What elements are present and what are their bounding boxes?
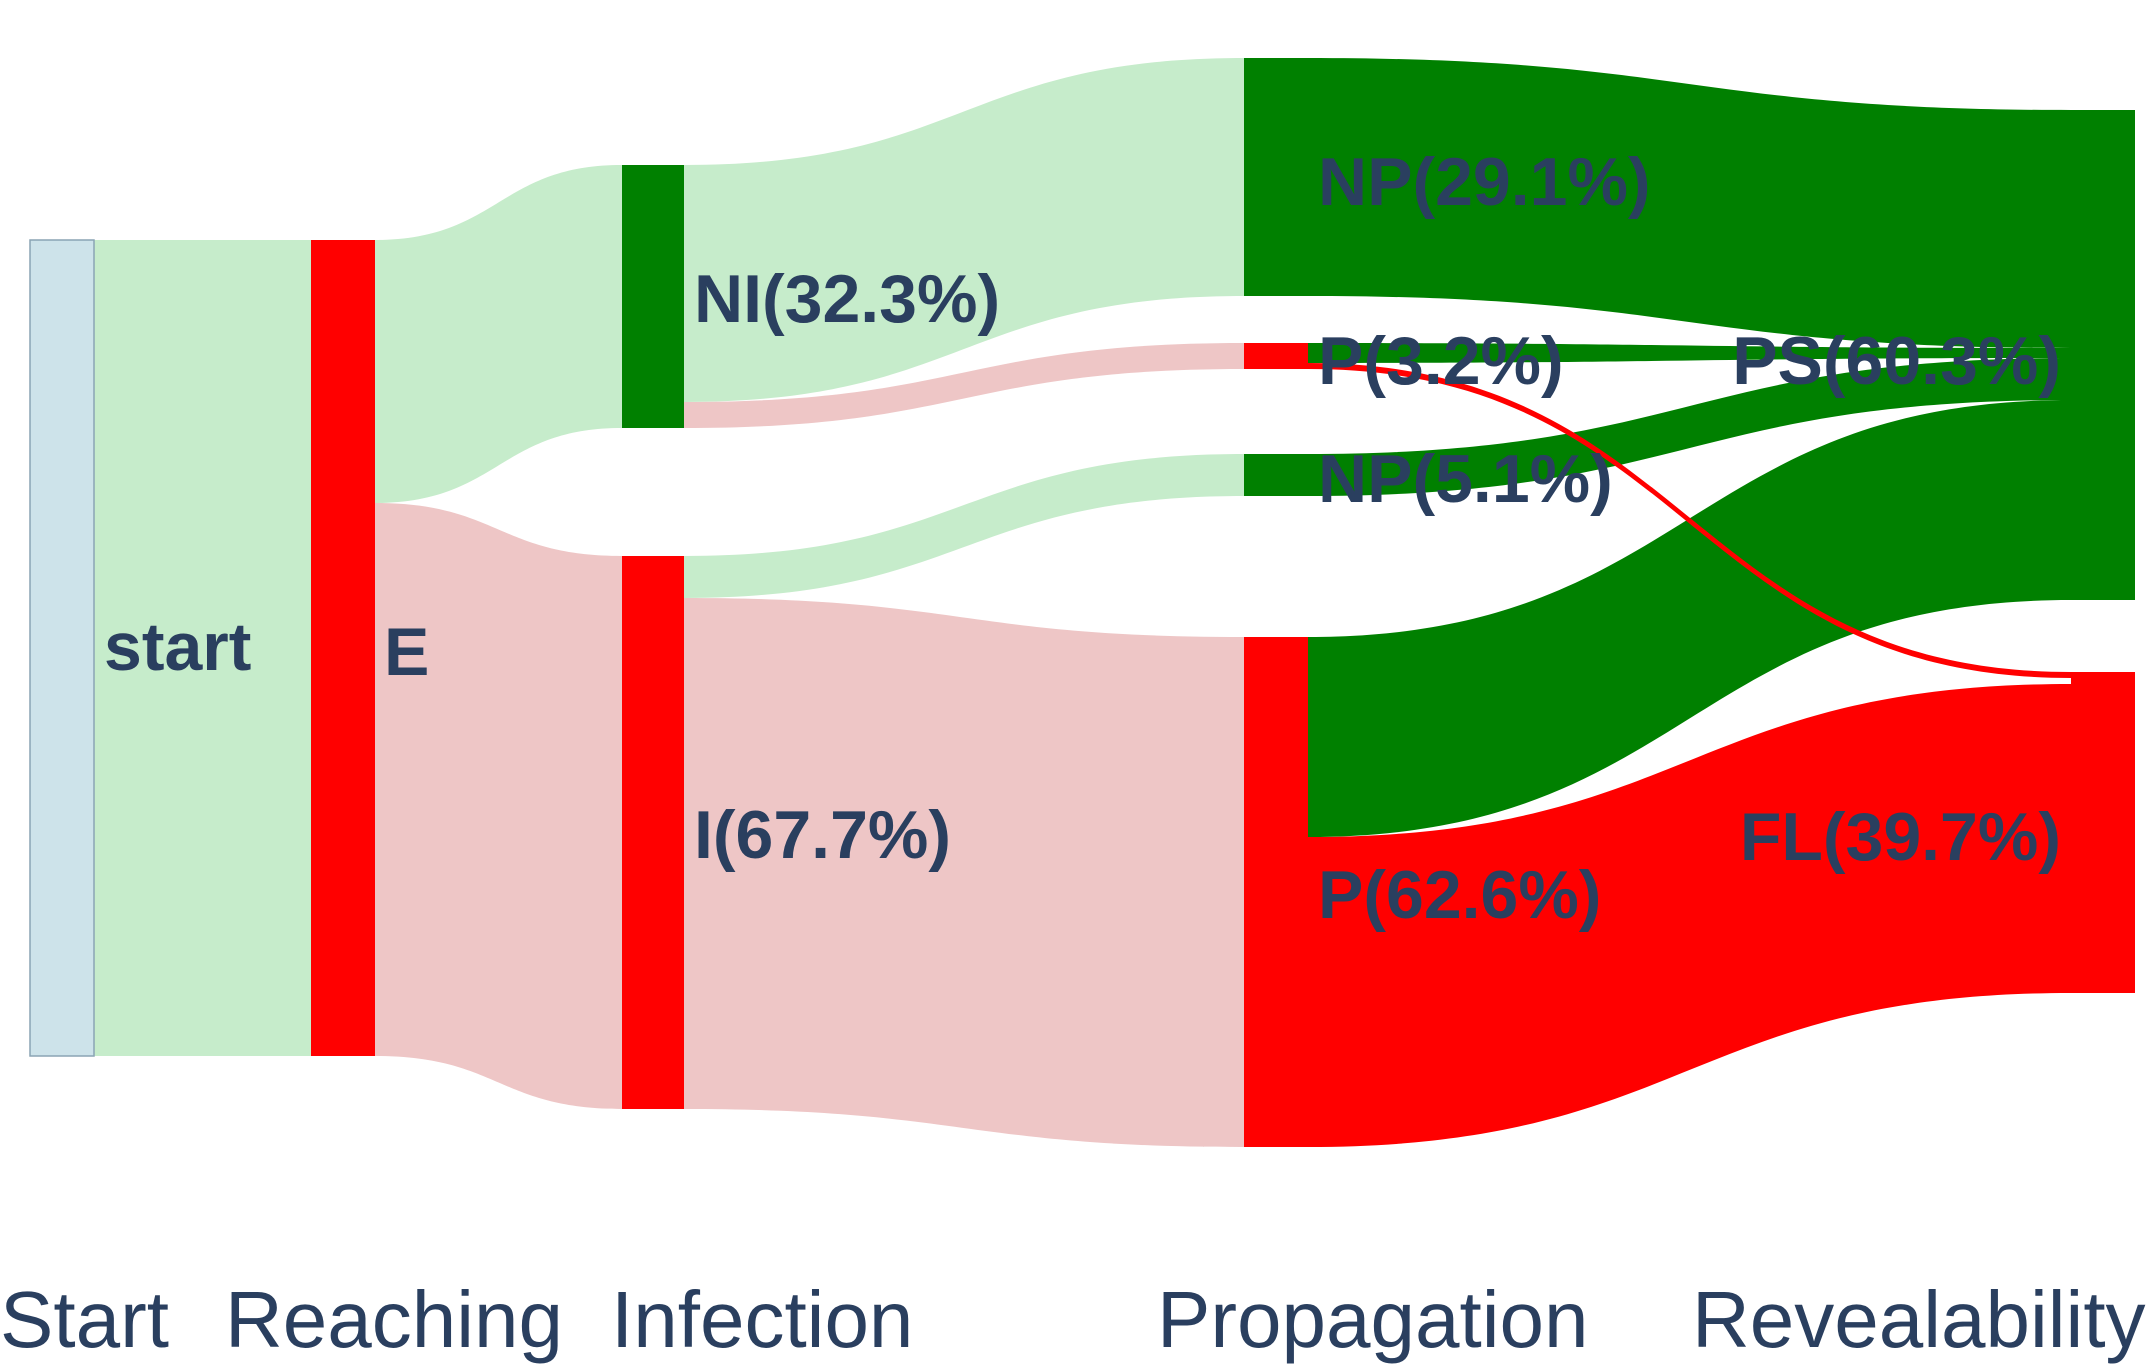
node-label-np2: NP(5.1%) [1318,441,1613,517]
link-np2-to-ps [1308,358,2071,496]
node-label-start: start [104,609,251,685]
link-p2-to-fl [1308,684,2071,1147]
link-i-to-np2 [684,454,1244,598]
links-layer [94,58,2071,1147]
node-label-p2: P(62.6%) [1318,857,1601,933]
node-ni [622,165,684,428]
node-np2 [1244,454,1308,496]
node-label-i: I(67.7%) [694,797,951,873]
link-e-to-ni [375,165,622,503]
link-ni-to-np1 [684,58,1244,402]
link-np1-to-ps [1308,58,2071,348]
node-label-np1: NP(29.1%) [1318,144,1651,220]
node-label-e: E [384,614,429,690]
link-p1-to-fl [1308,363,2071,678]
stage-label-reaching: Reaching [225,1275,563,1364]
node-np1 [1244,58,1308,296]
nodes-layer [29,58,2135,1147]
node-e [311,240,375,1056]
stage-label-infection: Infection [611,1275,913,1364]
stage-label-start: Start [0,1275,169,1364]
node-label-ni: NI(32.3%) [694,261,1000,337]
stage-label-revealability: Revealability [1692,1275,2146,1364]
node-p1 [1244,343,1308,369]
link-start-to-e [94,240,311,1056]
link-p2-to-ps [1308,400,2071,837]
link-ni-to-p1 [684,343,1244,428]
link-e-to-i [375,503,622,1109]
stage-labels-layer: Start Reaching Infection Propagation Rev… [0,1275,2146,1364]
node-fl [2071,672,2135,993]
node-ps [2071,110,2135,600]
node-start [29,239,95,1057]
node-label-ps: PS(60.3%) [1732,323,2061,399]
link-p1-to-ps [1308,343,2071,363]
link-i-to-p2 [684,598,1244,1147]
node-label-fl: FL(39.7%) [1740,799,2061,875]
node-label-p1: P(3.2%) [1318,323,1564,399]
stage-label-propagation: Propagation [1157,1275,1588,1364]
node-p2 [1244,637,1308,1147]
node-i [622,556,684,1109]
node-labels-layer: start E NI(32.3%) I(67.7%) NP(29.1%) P(3.2%) N… [104,144,2061,933]
